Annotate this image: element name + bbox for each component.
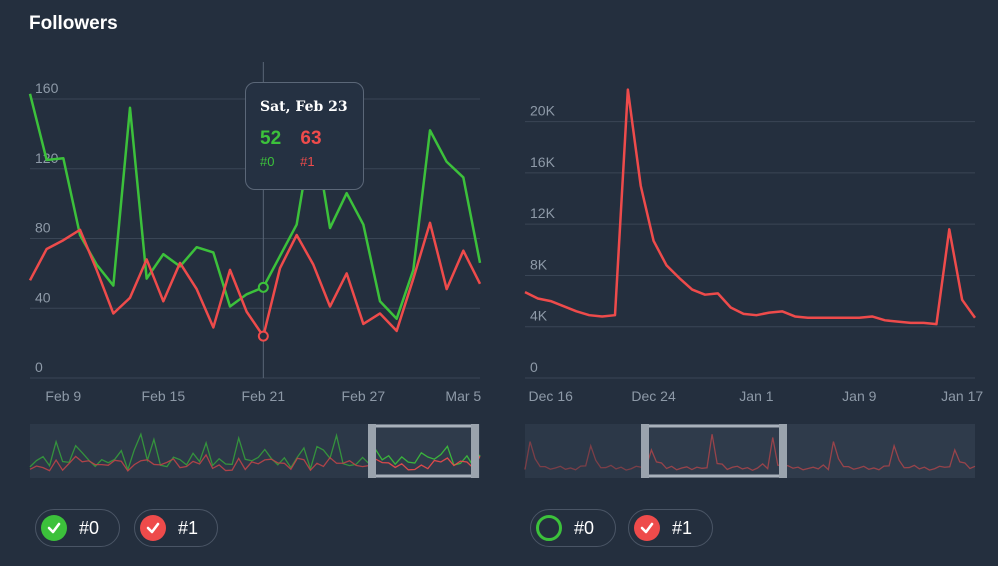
tooltip-name-1: #1: [300, 154, 315, 169]
navigator-left-handle: [368, 424, 376, 478]
tooltip-value-0: 52: [260, 128, 282, 149]
x-tick-label: Dec 16: [529, 388, 574, 404]
check-icon: [634, 515, 660, 541]
left-legend-toggle-1[interactable]: #1: [134, 509, 218, 547]
y-tick-label: 40: [35, 289, 51, 305]
legend-label: #0: [79, 517, 100, 538]
navigator-line-#1: [524, 434, 976, 472]
right-legend-toggle-1[interactable]: #1: [628, 509, 713, 547]
navigator-mask: [525, 424, 645, 478]
x-tick-label: Jan 1: [739, 388, 773, 404]
highlight-point: [257, 330, 269, 342]
y-tick-label: 0: [530, 359, 538, 375]
y-tick-label: 160: [35, 80, 59, 96]
check-icon: [41, 515, 67, 541]
navigator-line-#1: [29, 453, 481, 472]
tooltip-date: Sat, Feb 23: [260, 99, 348, 115]
highlight-point: [257, 281, 269, 293]
y-tick-label: 20K: [530, 103, 556, 119]
x-tick-label: Jan 9: [842, 388, 876, 404]
series-line-#1: [524, 88, 977, 326]
check-icon: [140, 515, 166, 541]
right-navigator[interactable]: [524, 424, 976, 478]
left-navigator[interactable]: [29, 424, 481, 478]
tooltip-name-0: #0: [260, 154, 275, 169]
y-tick-label: 12K: [530, 205, 556, 221]
tooltip-value-1: 63: [300, 128, 322, 149]
legend-label: #1: [178, 517, 199, 538]
navigator-right-handle: [779, 424, 787, 478]
x-tick-label: Feb 9: [45, 388, 81, 404]
legend-label: #1: [672, 517, 693, 538]
right-followers-chart[interactable]: 0 4K 8K 12K 16K 20K Dec 16 Dec 24 Jan 1 Jan 9 Jan …: [524, 88, 983, 404]
y-tick-label: 80: [35, 220, 51, 236]
right-legend-toggle-0[interactable]: #0: [530, 509, 616, 547]
navigator-mask: [30, 424, 372, 478]
navigator-line-#0: [29, 432, 481, 472]
x-tick-label: Dec 24: [631, 388, 676, 404]
x-tick-label: Feb 27: [342, 388, 386, 404]
legend-label: #0: [574, 517, 595, 538]
y-tick-label: 16K: [530, 154, 556, 170]
x-tick-label: Feb 15: [142, 388, 186, 404]
series-line-#1: [28, 221, 482, 338]
x-tick-label: Jan 17: [941, 388, 983, 404]
x-tick-label: Feb 21: [242, 388, 286, 404]
series-line-#0: [28, 93, 482, 320]
navigator-right-handle: [471, 424, 479, 478]
navigator-background: [30, 424, 480, 478]
x-tick-label: Mar 5: [445, 388, 481, 404]
chart-tooltip: Sat, Feb 23 52 63 #0 #1: [245, 82, 364, 190]
page-title: Followers: [29, 13, 118, 34]
y-tick-label: 4K: [530, 308, 548, 324]
y-tick-label: 8K: [530, 256, 548, 272]
unchecked-circle-icon: [536, 515, 562, 541]
left-legend-toggle-0[interactable]: #0: [35, 509, 120, 547]
y-tick-label: 0: [35, 359, 43, 375]
navigator-left-handle: [641, 424, 649, 478]
